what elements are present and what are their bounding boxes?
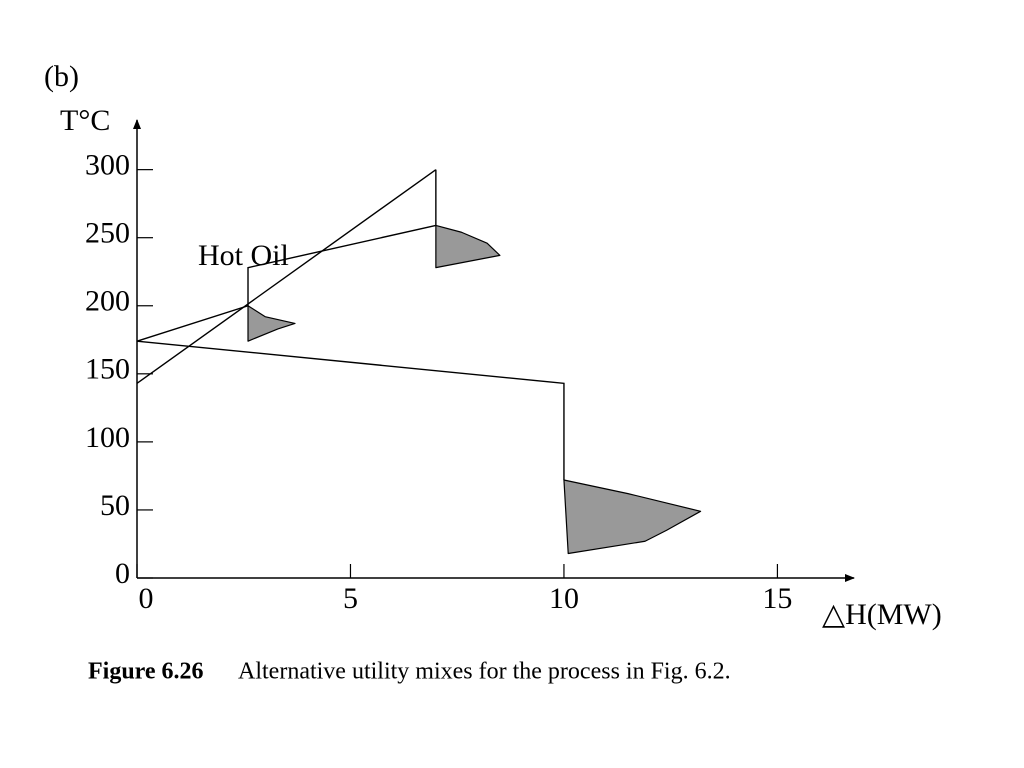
pocket — [435, 224, 501, 269]
caption-label: Figure 6.26 — [88, 659, 204, 685]
pocket — [563, 479, 702, 555]
panel-label: (b) — [44, 60, 79, 93]
curve — [136, 169, 565, 480]
x-axis-label: △H(MW) — [822, 598, 942, 631]
y-axis-label: T°C — [60, 104, 110, 137]
x-tick-label: 10 — [549, 582, 579, 615]
x-tick-label: 0 — [139, 582, 154, 615]
y-tick-label: 250 — [85, 217, 130, 250]
curve — [136, 169, 437, 384]
y-tick-label: 300 — [85, 149, 130, 182]
x-tick-label: 5 — [343, 582, 358, 615]
y-tick-label: 0 — [115, 557, 130, 590]
y-tick-label: 50 — [100, 489, 130, 522]
y-tick-label: 100 — [85, 421, 130, 454]
x-tick-label: 15 — [762, 582, 792, 615]
pocket — [247, 305, 296, 342]
y-tick-label: 200 — [85, 285, 130, 318]
annotation: Hot Oil — [198, 239, 289, 272]
y-tick-label: 150 — [85, 353, 130, 386]
caption: Alternative utility mixes for the proces… — [238, 659, 731, 685]
